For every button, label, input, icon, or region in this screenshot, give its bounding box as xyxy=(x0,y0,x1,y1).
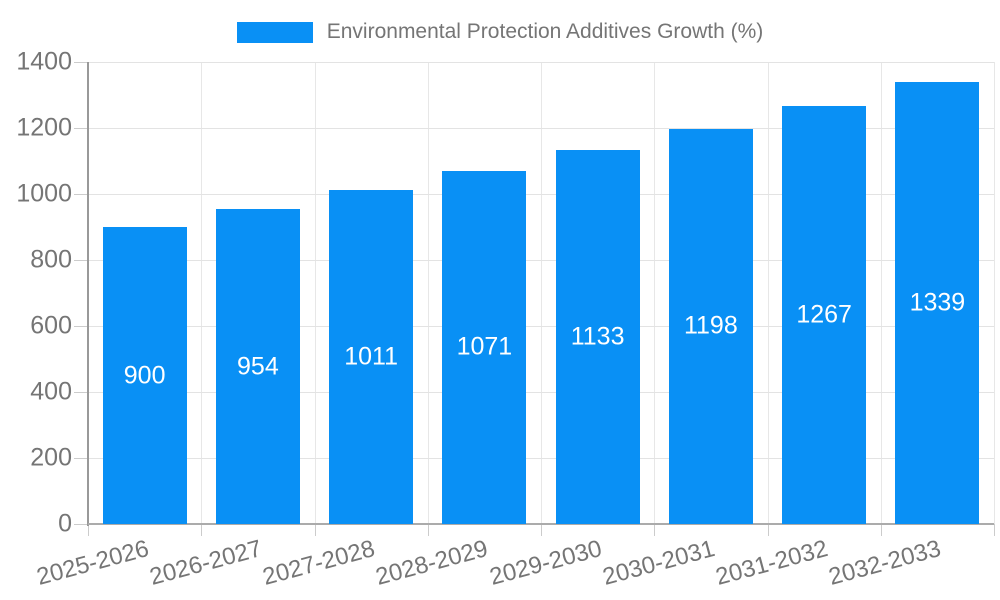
y-axis-label: 600 xyxy=(30,311,72,340)
x-axis-tick xyxy=(994,524,995,536)
x-axis-tick xyxy=(767,524,769,536)
gridline-horizontal xyxy=(88,62,994,63)
y-axis-tick xyxy=(74,392,88,393)
gridline-vertical xyxy=(427,62,429,524)
legend-color-swatch xyxy=(236,21,313,43)
gridline-vertical xyxy=(541,62,542,524)
y-axis-label: 800 xyxy=(30,245,72,274)
gridline-horizontal xyxy=(88,458,994,459)
x-axis-tick xyxy=(427,524,429,536)
bar-value-label: 1011 xyxy=(344,342,398,371)
y-axis-tick xyxy=(74,326,88,327)
bar-value-label: 1339 xyxy=(909,288,966,317)
gridline-horizontal xyxy=(88,128,994,129)
bar: 1011 xyxy=(329,190,414,524)
bar-value-label: 1071 xyxy=(456,332,513,361)
gridline-horizontal xyxy=(88,392,994,393)
bar: 954 xyxy=(215,209,300,524)
y-axis-label: 200 xyxy=(30,443,72,472)
x-axis-tick xyxy=(88,524,89,536)
bar: 900 xyxy=(102,227,187,524)
gridline-vertical xyxy=(654,62,656,524)
x-axis-tick xyxy=(541,524,542,536)
gridline-horizontal xyxy=(88,326,994,327)
x-axis-tick xyxy=(201,524,203,536)
gridline-vertical xyxy=(201,62,203,524)
y-axis-tick xyxy=(74,524,88,525)
bar-value-label: 954 xyxy=(237,352,279,381)
bar: 1339 xyxy=(895,82,980,524)
y-axis-label: 1000 xyxy=(16,179,72,208)
y-axis-label: 0 xyxy=(58,509,72,538)
bar: 1267 xyxy=(782,105,867,524)
bar: 1071 xyxy=(442,170,527,524)
x-axis-tick xyxy=(880,524,882,536)
y-axis-tick xyxy=(74,194,88,195)
gridline-horizontal xyxy=(88,260,994,261)
bar-value-label: 1267 xyxy=(796,300,852,329)
x-axis-line xyxy=(88,523,994,525)
bar: 1198 xyxy=(668,128,753,524)
y-axis-label: 400 xyxy=(30,377,72,406)
bar-value-label: 1198 xyxy=(683,311,738,340)
chart-legend: Environmental Protection Additives Growt… xyxy=(0,20,1000,44)
y-axis-label: 1400 xyxy=(16,47,72,76)
x-axis-tick xyxy=(654,524,656,536)
gridline-horizontal xyxy=(88,194,994,195)
gridline-vertical xyxy=(880,62,882,524)
gridline-vertical xyxy=(767,62,769,524)
y-axis-tick xyxy=(74,62,88,63)
bar-value-label: 1133 xyxy=(570,322,625,351)
x-axis-tick xyxy=(314,524,316,536)
gridline-vertical xyxy=(314,62,316,524)
y-axis-label: 1200 xyxy=(16,113,72,142)
y-axis-tick xyxy=(74,260,88,261)
bar: 1133 xyxy=(555,150,640,524)
legend-label: Environmental Protection Additives Growt… xyxy=(326,20,764,43)
y-axis-line xyxy=(87,62,89,526)
gridline-vertical xyxy=(994,62,995,524)
bar-value-label: 900 xyxy=(123,361,166,389)
y-axis-tick xyxy=(74,128,88,129)
y-axis-tick xyxy=(74,458,88,459)
